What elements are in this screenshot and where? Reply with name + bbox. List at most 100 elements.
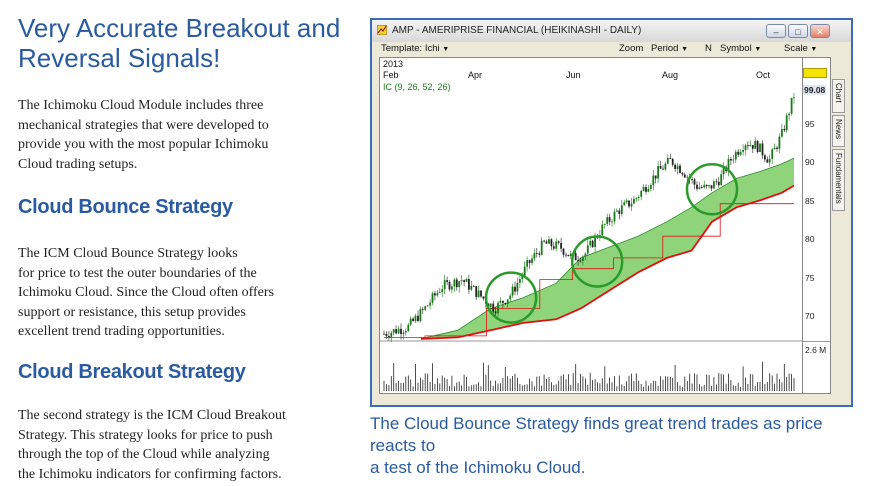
month-label: Apr [468, 70, 483, 80]
candle-body [620, 205, 623, 214]
candle-body [543, 240, 545, 242]
candle-body [574, 253, 577, 261]
headline-line-1: Very Accurate Breakout and [18, 13, 341, 43]
candle-body [470, 286, 473, 290]
breakout-paragraph: The second strategy is the ICM Cloud Bre… [18, 406, 318, 484]
candle-body [535, 253, 538, 254]
chevron-down-icon: ▼ [810, 46, 818, 53]
bounce-line: Ichimoku Cloud. Since the Cloud often of… [18, 285, 274, 300]
bounce-heading: Cloud Bounce Strategy [18, 196, 233, 218]
candle-body [511, 286, 514, 296]
candle-body [569, 253, 572, 257]
template-dropdown[interactable]: Template: Ichi ▼ [381, 43, 449, 54]
tab-fundamentals[interactable]: Fundamentals [832, 149, 845, 211]
candle-body [788, 113, 790, 116]
indicator-label: IC (9, 26, 52, 26) [383, 82, 451, 92]
title-bar[interactable]: AMP - AMERIPRISE FINANCIAL (HEIKINASHI -… [372, 20, 851, 42]
chevron-down-icon: ▼ [681, 46, 689, 53]
candle-body [647, 188, 650, 192]
symbol-dropdown[interactable]: Symbol ▼ [720, 43, 761, 54]
candle-body [671, 158, 674, 165]
bounce-line: support or resistance, this setup provid… [18, 304, 246, 320]
candle-body [453, 279, 456, 287]
intro-line: The Ichimoku Cloud Module includes three [18, 98, 264, 113]
candle-body [776, 147, 778, 149]
candle-body [519, 279, 521, 283]
candle-body [635, 197, 638, 199]
tab-chart-label: Chart [834, 83, 843, 103]
chart-toolbar: Template: Ichi ▼ Zoom Period ▼ N Symbol … [379, 43, 829, 56]
candle-body [434, 293, 436, 296]
tab-news[interactable]: News [832, 115, 845, 147]
candle-body [540, 240, 543, 255]
candle-body [421, 309, 424, 310]
candle-body [601, 224, 604, 236]
intro-paragraph: The Ichimoku Cloud Module includes three… [18, 96, 318, 174]
candle-body [603, 224, 606, 225]
window-title: AMP - AMERIPRISE FINANCIAL (HEIKINASHI -… [392, 25, 642, 36]
candle-body [696, 184, 698, 189]
month-label: Feb [383, 70, 399, 80]
candle-body [778, 136, 781, 149]
candle-body [771, 149, 774, 159]
headline-line-2: Reversal Signals! [18, 43, 221, 73]
candle-body [683, 174, 686, 178]
period-label: Period [651, 43, 679, 54]
caption-line: The Cloud Bounce Strategy finds great tr… [370, 414, 823, 455]
close-button[interactable]: ✕ [810, 24, 830, 38]
tab-chart[interactable]: Chart [832, 79, 845, 113]
candle-body [385, 333, 388, 336]
price-chart-svg[interactable] [380, 58, 802, 393]
y-tick: 80 [805, 234, 815, 244]
breakout-line: through the top of the Cloud while analy… [18, 447, 270, 462]
candle-body [608, 217, 611, 222]
candle-body [640, 190, 643, 197]
candle-body [552, 246, 555, 249]
bounce-paragraph: The ICM Cloud Bounce Strategy looks for … [18, 244, 318, 342]
candle-body [744, 145, 747, 150]
candle-body [591, 240, 594, 248]
breakout-line: the Ichimoku indicators for confirming f… [18, 466, 282, 482]
intro-line: Cloud trading setups. [18, 156, 138, 172]
breakout-line: The second strategy is the ICM Cloud Bre… [18, 408, 286, 423]
volume-scale-label: 2.6 M [805, 345, 827, 355]
y-tick: 85 [805, 196, 815, 206]
n-button[interactable]: N [705, 43, 712, 54]
candle-body [618, 210, 621, 214]
candle-body [766, 159, 769, 163]
maximize-button[interactable]: □ [788, 24, 808, 38]
candle-body [681, 172, 684, 175]
candle-body [645, 187, 647, 192]
month-label: Jun [566, 70, 581, 80]
candle-body [732, 159, 735, 161]
candle-body [506, 299, 509, 304]
candle-body [586, 245, 589, 254]
candle-body [443, 280, 446, 290]
zoom-button[interactable]: Zoom [619, 43, 644, 54]
cloud-upper-edge [420, 157, 795, 340]
price-axis[interactable]: 99.08 95 90 85 80 75 70 2.6 M [803, 57, 831, 394]
scale-dropdown[interactable]: Scale ▼ [784, 43, 817, 54]
candle-body [548, 239, 550, 244]
candle-body [628, 200, 630, 207]
chart-plot-area[interactable]: 2013 Feb Apr Jun Aug Oct IC (9, 26, 52, … [379, 57, 803, 394]
bounce-line: excellent trend trading opportunities. [18, 324, 225, 339]
scale-label: Scale [784, 43, 808, 54]
highlight-circle [685, 162, 739, 216]
template-label: Template: Ichi [381, 43, 440, 54]
candle-body [742, 150, 744, 152]
candle-body [480, 290, 482, 297]
candle-body [582, 256, 584, 261]
minimize-button[interactable]: – [766, 24, 786, 38]
candle-body [659, 166, 662, 169]
candle-body [436, 292, 439, 296]
candle-body [759, 143, 761, 152]
candle-body [468, 279, 470, 290]
candle-body [708, 185, 710, 187]
candle-body [584, 253, 587, 257]
candle-body [497, 302, 499, 314]
candle-body [652, 175, 655, 186]
candle-body [754, 141, 757, 149]
candle-body [400, 328, 402, 334]
period-dropdown[interactable]: Period ▼ [651, 43, 688, 54]
